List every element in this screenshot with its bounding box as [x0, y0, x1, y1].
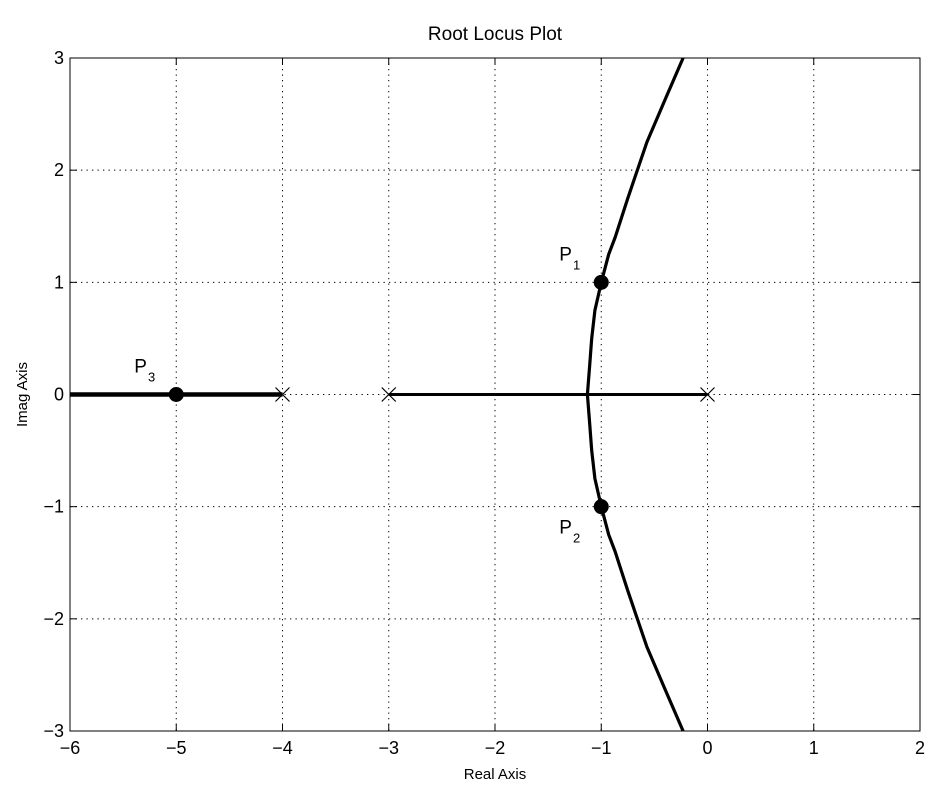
locus-branch-lower — [585, 394, 685, 732]
x-tick-label: 1 — [809, 738, 819, 758]
pole-marker — [275, 387, 290, 402]
marked-point-subscript: 3 — [148, 370, 155, 385]
pole-markers — [275, 387, 715, 402]
y-axis-label: Imag Axis — [14, 362, 31, 427]
marked-point-subscript: 2 — [573, 531, 580, 546]
marked-point-label: P2 — [559, 518, 580, 546]
marked-point-dot — [593, 274, 609, 290]
x-tick-label: −4 — [272, 738, 293, 758]
marked-point-dot — [593, 499, 609, 515]
x-tick-label: −3 — [378, 738, 399, 758]
x-axis-label: Real Axis — [464, 766, 527, 783]
x-tick-label: 0 — [702, 738, 712, 758]
y-tick-label: 0 — [54, 385, 64, 405]
x-tick-label: −2 — [485, 738, 506, 758]
chart-title: Root Locus Plot — [428, 24, 563, 45]
x-tick-label: −6 — [60, 738, 81, 758]
marked-points — [168, 274, 609, 515]
y-tick-label: −2 — [43, 609, 64, 629]
x-tick-label: 2 — [915, 738, 925, 758]
pole-marker — [381, 387, 397, 402]
y-tick-label: −1 — [43, 497, 64, 517]
marked-point-subscript: 1 — [573, 257, 580, 272]
marked-point-letter: P — [559, 244, 572, 265]
marked-point-letter: P — [559, 518, 572, 539]
y-tick-label: 3 — [54, 48, 64, 68]
y-tick-label: 1 — [54, 272, 64, 292]
marked-point-dot — [168, 387, 184, 402]
marked-point-letter: P — [134, 357, 147, 378]
y-tick-label: −3 — [43, 721, 64, 741]
locus-branch-upper — [585, 57, 685, 395]
y-tick-label: 2 — [54, 160, 64, 180]
pole-marker — [700, 387, 715, 402]
x-tick-label: −5 — [166, 738, 187, 758]
axis-ticks: −6 −5 −4 −3 −2 −1 0 1 2 −3 −2 −1 0 1 2 3 — [43, 48, 925, 758]
marked-point-label: P1 — [559, 244, 580, 272]
marked-point-label: P3 — [134, 357, 155, 385]
x-tick-label: −1 — [591, 738, 612, 758]
